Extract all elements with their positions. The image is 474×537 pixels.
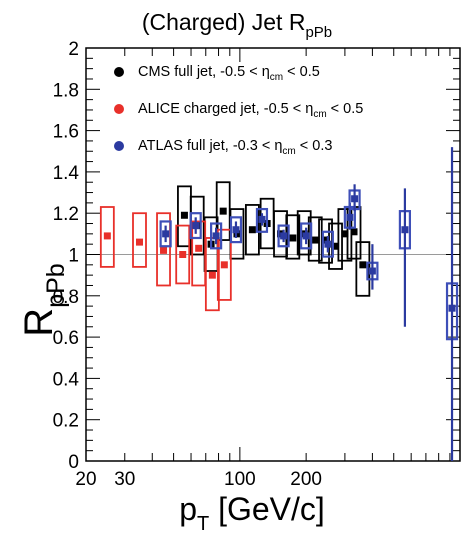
data-point	[322, 236, 330, 244]
sys-box	[99, 206, 115, 268]
data-point	[162, 230, 170, 238]
chart-title: (Charged) Jet RpPb	[142, 9, 332, 41]
legend-marker	[114, 104, 124, 114]
series-atlas-full-jet	[159, 147, 459, 461]
data-point	[346, 213, 354, 221]
series-alice-charged-jet	[99, 206, 232, 312]
y-tick-labels: 0 0.2 0.4 0.6 0.8 1 1.2 1.4 1.6 1.8 2	[53, 39, 80, 473]
data-point	[180, 211, 188, 219]
data-point	[219, 207, 227, 215]
data-point	[232, 226, 240, 234]
data-point	[351, 195, 359, 203]
x-tick-label: 20	[75, 469, 96, 490]
y-tick-label: 0.2	[53, 411, 79, 432]
sys-box	[175, 224, 191, 285]
sys-box	[321, 230, 334, 258]
y-axis-title: RpPb	[17, 263, 70, 336]
data-point	[341, 230, 349, 238]
data-point	[289, 234, 297, 242]
data-point	[160, 246, 168, 254]
y-axis-title-subscript: pPb	[42, 263, 70, 307]
chart-title-subscript: pPb	[305, 24, 332, 41]
data-point	[302, 232, 310, 240]
data-layer	[99, 147, 459, 461]
sys-box	[216, 228, 232, 301]
data-point	[324, 240, 332, 248]
data-point	[248, 226, 256, 234]
sys-box	[255, 207, 269, 233]
data-point	[359, 261, 367, 269]
data-point	[332, 242, 340, 250]
x-tick-labels: 20 30 100 200	[75, 469, 322, 490]
sys-box	[244, 204, 260, 256]
data-point	[103, 232, 111, 240]
data-point	[350, 228, 358, 236]
legend-label: ATLAS full jet, -0.3 < ηcm < 0.3	[138, 138, 332, 157]
legend-label: CMS full jet, -0.5 < ηcm < 0.5	[138, 64, 320, 83]
axis-ticks	[85, 47, 461, 462]
sys-box	[229, 216, 243, 244]
data-point	[212, 232, 220, 240]
sys-box	[132, 212, 147, 268]
data-point	[192, 222, 200, 230]
data-point	[368, 267, 376, 275]
sys-box	[210, 222, 223, 250]
data-point	[311, 236, 319, 244]
x-axis-title: pT [GeV/c]	[179, 491, 325, 535]
sys-box	[277, 224, 290, 248]
y-tick-label: 2	[68, 39, 79, 60]
y-tick-label: 1.2	[53, 204, 79, 225]
sys-box	[300, 222, 313, 250]
data-point	[136, 238, 144, 246]
data-point	[258, 215, 266, 223]
y-tick-label: 0.6	[53, 328, 79, 349]
data-point	[280, 232, 288, 240]
y-tick-label: 1.4	[53, 163, 80, 184]
data-point	[208, 271, 216, 279]
y-tick-label: 0.4	[53, 369, 80, 390]
sys-box	[204, 237, 220, 312]
y-tick-label: 0.8	[53, 287, 79, 308]
sys-box	[189, 212, 202, 240]
data-point	[220, 261, 228, 269]
data-point	[401, 226, 409, 234]
sys-box	[156, 212, 171, 287]
legend: CMS full jet, -0.5 < ηcm < 0.5 ALICE char…	[114, 64, 363, 157]
x-axis-title-subscript: T	[197, 513, 209, 535]
y-tick-label: 1	[68, 246, 79, 267]
data-point	[179, 251, 187, 258]
y-tick-label: 0	[68, 452, 79, 473]
y-tick-label: 1.8	[53, 80, 79, 101]
x-tick-label: 200	[290, 469, 322, 490]
legend-label: ALICE charged jet, -0.5 < ηcm < 0.5	[138, 101, 363, 120]
data-point	[195, 244, 203, 252]
x-tick-label: 30	[114, 469, 135, 490]
legend-marker	[114, 67, 124, 77]
x-tick-label: 100	[224, 469, 256, 490]
y-tick-label: 1.6	[53, 122, 79, 143]
legend-marker	[114, 141, 124, 151]
data-point	[448, 304, 456, 312]
sys-box	[159, 220, 172, 248]
